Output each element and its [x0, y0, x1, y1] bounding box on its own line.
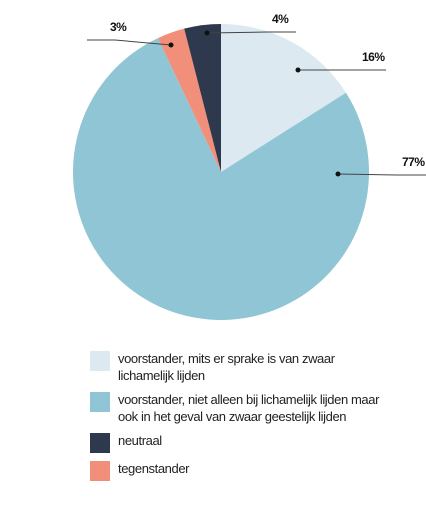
legend: voorstander, mits er sprake is van zwaar… — [90, 350, 400, 488]
pie-slice — [184, 24, 221, 172]
leader-dot — [168, 42, 174, 48]
legend-item: voorstander, niet alleen bij lichamelijk… — [90, 391, 400, 425]
leader-dot — [295, 67, 301, 73]
legend-swatch — [90, 392, 110, 412]
legend-swatch — [90, 461, 110, 481]
leader-line — [114, 39, 172, 46]
legend-item: voorstander, mits er sprake is van zwaar… — [90, 350, 400, 384]
legend-label: tegenstander — [118, 461, 190, 476]
leader-line — [206, 31, 268, 34]
legend-label: voorstander, mits er sprake is van zwaar… — [118, 351, 335, 383]
data-label: 4% — [272, 12, 289, 26]
leader-dot — [335, 171, 341, 177]
data-label: 3% — [110, 20, 127, 34]
legend-label: voorstander, niet alleen bij lichamelijk… — [118, 392, 380, 424]
pie-slice — [221, 24, 346, 172]
chart: 16% 77% 3% 4% — [73, 12, 426, 320]
leader-dot — [204, 30, 210, 36]
leader-line — [337, 173, 398, 176]
legend-swatch — [90, 351, 110, 371]
legend-item: neutraal — [90, 432, 400, 453]
data-label: 77% — [402, 155, 425, 169]
legend-swatch — [90, 433, 110, 453]
pie-slice — [157, 28, 221, 173]
pie-slice — [73, 38, 370, 320]
legend-label: neutraal — [118, 433, 162, 448]
data-label: 16% — [362, 50, 385, 64]
legend-item: tegenstander — [90, 460, 400, 481]
